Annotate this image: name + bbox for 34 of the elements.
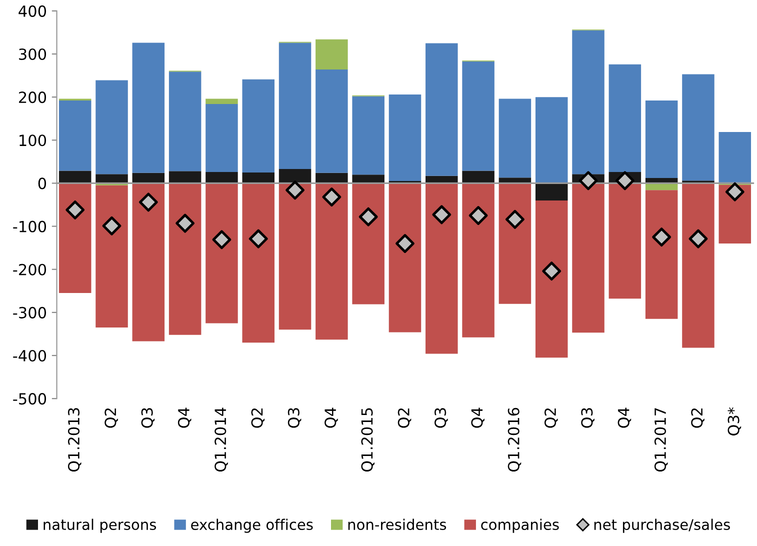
x-tick-label: Q2 [544,408,558,428]
x-tick-label: Q1.2013 [68,408,82,472]
x-tick-label: Q4 [471,408,484,428]
x-tick-label: Q1.2015 [361,408,375,472]
legend-label: companies [481,518,559,533]
x-tick-label: Q2 [251,408,265,428]
y-tick-label: -200 [13,264,46,276]
y-tick-label: 400 [18,5,46,17]
y-tick-label: 100 [20,134,46,146]
x-tick-label: Q2 [398,408,412,428]
x-tick-label: Q2 [104,408,118,428]
x-tick-label: Q4 [178,408,192,428]
x-tick-label: Q3 [288,408,302,428]
x-tick-label: Q1.2017 [654,408,668,472]
x-tick-label: Q4 [618,408,632,428]
y-tick-label: -100 [13,220,46,232]
x-tick-label: Q2 [691,408,704,428]
x-tick-label: Q1.2016 [508,408,522,472]
y-tick-label: -400 [13,350,46,362]
y-tick-label: -500 [13,393,46,405]
x-tick-label: Q3 [581,408,594,428]
x-tick-label: Q3* [728,407,742,436]
y-tick-label: 300 [19,48,46,60]
legend-label: net purchase/sales [594,518,730,533]
legend-label: exchange offices [191,518,313,533]
y-tick-label: 0 [38,178,46,190]
y-tick-label: -300 [13,306,46,318]
legend-label: natural persons [44,518,156,533]
x-tick-label: Q3 [434,408,448,428]
x-tick-label: Q1.2014 [214,408,228,472]
y-tick-label: 200 [19,92,46,104]
legend-label: non-residents [348,518,446,530]
x-tick-label: Q4 [324,408,338,428]
x-tick-label: Q3 [141,408,155,428]
